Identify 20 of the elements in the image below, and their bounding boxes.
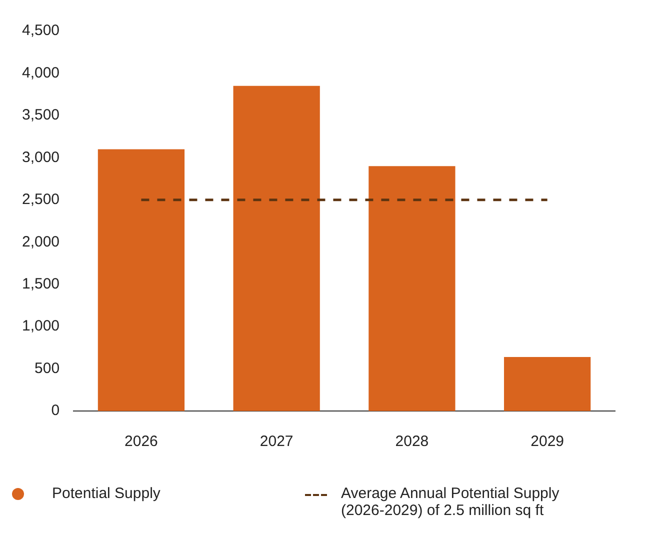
- y-tick-label: 2,000: [22, 233, 60, 250]
- legend-label: Average Annual Potential Supply (2026‑2029) of 2.5 million sq ft: [341, 485, 560, 519]
- x-tick-label: 2029: [530, 433, 564, 450]
- legend-label: Potential Supply: [52, 485, 160, 502]
- y-tick-label: 500: [34, 360, 60, 377]
- y-tick-label: 4,500: [22, 22, 60, 40]
- y-tick-label: 2,500: [22, 191, 60, 208]
- x-tick-label: 2026: [124, 433, 158, 450]
- bar: [98, 149, 185, 411]
- bar: [368, 166, 456, 411]
- y-tick-label: 4,000: [22, 64, 60, 82]
- bar: [233, 86, 320, 411]
- x-tick-label: 2027: [260, 433, 294, 450]
- x-tick-label: 2028: [395, 433, 429, 450]
- bar: [504, 356, 591, 411]
- y-tick-label: 3,500: [22, 106, 60, 124]
- y-tick-label: 0: [51, 402, 60, 420]
- y-tick-label: 1,500: [22, 275, 60, 292]
- y-tick-label: 3,000: [22, 148, 60, 166]
- y-tick-label: 1,000: [22, 318, 60, 335]
